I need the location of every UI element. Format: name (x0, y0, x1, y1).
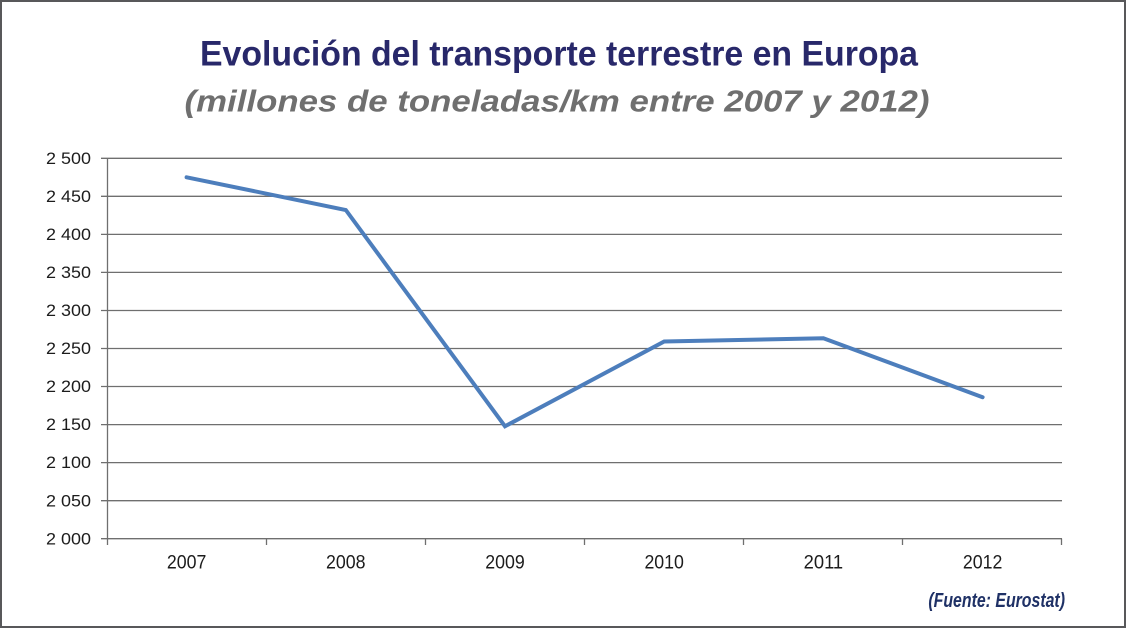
svg-text:2 150: 2 150 (46, 415, 91, 434)
svg-text:2007: 2007 (167, 553, 207, 574)
svg-text:2012: 2012 (963, 553, 1003, 574)
svg-text:2 050: 2 050 (46, 491, 91, 510)
svg-text:2 300: 2 300 (46, 301, 91, 320)
svg-text:2 000: 2 000 (46, 529, 91, 548)
svg-text:2 200: 2 200 (46, 377, 91, 396)
svg-text:2 350: 2 350 (46, 263, 91, 282)
svg-text:2 450: 2 450 (46, 187, 91, 206)
svg-text:2008: 2008 (326, 553, 366, 574)
svg-text:2010: 2010 (644, 553, 684, 574)
svg-text:Evolución del transporte terre: Evolución del transporte terrestre en Eu… (200, 35, 919, 74)
svg-text:2011: 2011 (804, 553, 844, 574)
svg-text:2 250: 2 250 (46, 339, 91, 358)
svg-text:(millones de toneladas/km entr: (millones de toneladas/km entre 2007 y 2… (185, 84, 930, 118)
svg-text:2009: 2009 (485, 553, 525, 574)
svg-text:2 100: 2 100 (46, 453, 91, 472)
svg-text:2 400: 2 400 (46, 225, 91, 244)
svg-text:(Fuente: Eurostat): (Fuente: Eurostat) (928, 589, 1065, 612)
svg-text:2 500: 2 500 (46, 149, 91, 168)
